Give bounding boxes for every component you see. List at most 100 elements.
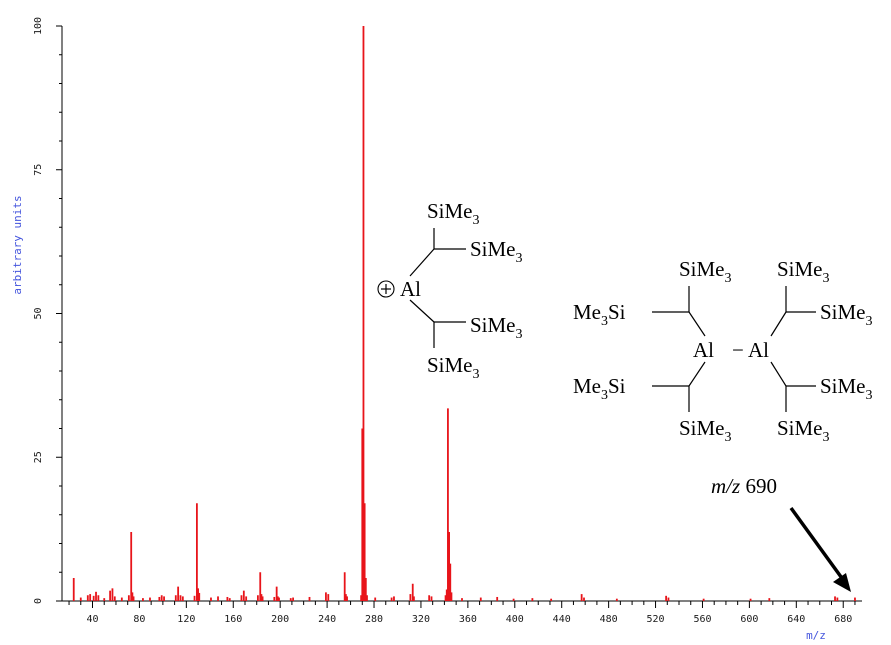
spectrum-peaks: [72, 26, 856, 601]
peak-bar: [177, 586, 180, 601]
peak-bar: [278, 597, 280, 601]
x-tick-label: 440: [553, 614, 571, 625]
dimer-al-right: Al: [748, 338, 769, 362]
peak-bar: [256, 595, 259, 601]
peak-bar: [245, 596, 248, 601]
peak-bar: [97, 595, 100, 601]
x-tick-label: 200: [271, 614, 289, 625]
dimer-structure: SiMe3 SiMe3 Me3Si SiMe3 Al − Al Me3Si Si…: [573, 257, 873, 445]
x-tick-label: 240: [318, 614, 336, 625]
x-tick-label: 600: [740, 614, 758, 625]
peak-bar: [444, 595, 447, 601]
peak-bar: [344, 594, 347, 601]
peak-bar: [393, 596, 395, 601]
peak-bar: [217, 596, 219, 601]
x-tick-label: 640: [787, 614, 805, 625]
peak-bar: [447, 408, 449, 601]
peak-bar: [512, 598, 515, 601]
peak-bar: [834, 596, 836, 601]
dimer-bottom-left-simeq: SiMe3: [679, 416, 732, 445]
peak-bar: [325, 592, 327, 601]
peak-bar: [308, 596, 311, 601]
peak-bar: [409, 594, 412, 601]
x-tick-label: 480: [600, 614, 618, 625]
peak-bar: [836, 597, 839, 601]
dimer-al-bond: −: [732, 338, 744, 362]
peak-bar: [228, 598, 231, 601]
peak-bar: [768, 598, 771, 601]
dimer-upper-right-simeq: SiMe3: [820, 300, 873, 329]
peak-bar: [163, 596, 165, 601]
peak-bar: [854, 597, 856, 601]
peak-bar: [428, 595, 431, 601]
peak-bar: [226, 596, 229, 601]
x-tick-label: 400: [506, 614, 524, 625]
peak-bar: [702, 598, 705, 601]
peak-bar: [413, 596, 415, 601]
peak-bar: [665, 595, 668, 601]
peak-bar: [130, 532, 133, 601]
peak-bar: [550, 598, 553, 601]
peak-bar: [149, 597, 151, 601]
y-tick-label: 75: [33, 164, 44, 176]
peak-bar: [327, 594, 330, 601]
annotation-arrow-shaft: [789, 506, 846, 583]
cation-lower-right-simeq: SiMe3: [470, 313, 523, 342]
x-tick-label: 320: [412, 614, 430, 625]
peak-bar: [449, 563, 452, 601]
peak-bar: [261, 596, 264, 601]
peak-bar: [479, 597, 482, 601]
peak-bar: [193, 595, 196, 601]
x-tick-label: 40: [86, 614, 98, 625]
molecular-ion-annotation: m/z 690: [711, 474, 851, 592]
peak-bar: [496, 596, 499, 601]
peak-bar: [411, 583, 414, 601]
x-axis: 40 80 120 160 200 240 280 320 360 400 440 480 520 560…: [62, 600, 862, 625]
peak-bar: [276, 596, 279, 601]
peak-bar: [445, 589, 448, 601]
x-tick-label: 80: [133, 614, 145, 625]
peak-bar: [160, 595, 163, 601]
peak-bar: [127, 595, 130, 601]
peak-bar: [364, 578, 367, 601]
peak-bar: [109, 590, 111, 601]
dimer-al-left: Al: [693, 338, 714, 362]
peak-bar: [531, 598, 534, 601]
peak-bar: [275, 586, 278, 601]
peak-bar: [174, 595, 177, 601]
peak-bar: [450, 592, 453, 601]
peak-bar: [142, 598, 144, 601]
x-tick-label: 520: [647, 614, 665, 625]
positive-charge-symbol: [377, 280, 395, 298]
cation-upper-right-simeq: SiMe3: [470, 237, 523, 266]
peak-bar: [92, 595, 95, 601]
dimer-top-left-simeq: SiMe3: [679, 257, 732, 286]
peak-bar: [198, 592, 201, 601]
peak-bar: [111, 588, 114, 601]
annotation-arrowhead: [833, 573, 851, 592]
peak-bar: [260, 594, 263, 601]
peak-bar: [158, 596, 161, 601]
peak-bar: [79, 597, 82, 601]
peak-bar: [374, 597, 377, 601]
peak-bar: [363, 503, 366, 601]
y-tick-label: 100: [33, 17, 44, 35]
peak-bar: [195, 503, 198, 601]
peak-bar: [390, 597, 393, 601]
peak-bar: [343, 572, 346, 601]
peak-bar: [430, 596, 433, 601]
dimer-lower-left-me3si: Me3Si: [573, 374, 626, 403]
x-tick-label: 160: [224, 614, 242, 625]
peak-bar: [292, 597, 294, 601]
peak-bar: [448, 532, 450, 601]
peak-bar: [273, 596, 276, 601]
x-tick-label: 280: [365, 614, 383, 625]
peak-bar: [362, 26, 365, 601]
peak-bar: [179, 595, 182, 601]
dimer-bottom-right-simeq: SiMe3: [777, 416, 830, 445]
peak-bar: [120, 597, 123, 601]
peak-bar: [240, 595, 243, 601]
peak-bar: [615, 598, 618, 601]
peak-bar: [583, 597, 585, 601]
